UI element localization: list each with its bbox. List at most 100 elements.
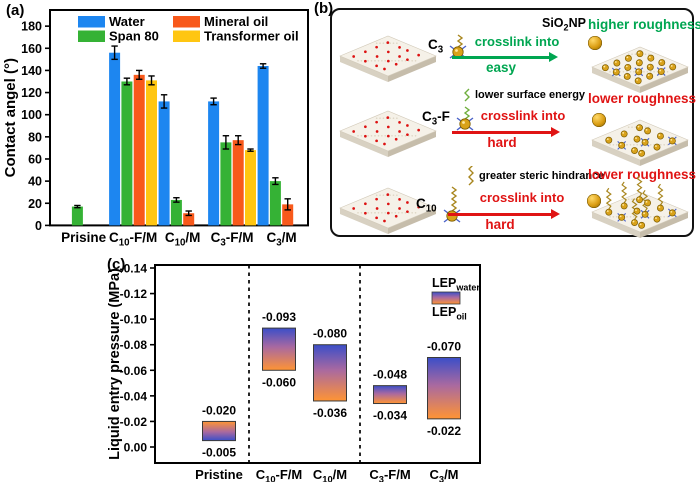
membrane-face	[339, 35, 437, 77]
y-tick-label: 80	[28, 130, 42, 144]
pore-dot	[417, 205, 420, 209]
membrane-side	[592, 140, 640, 166]
x-category-label: Prisine	[61, 230, 107, 245]
pore-dot	[386, 193, 390, 196]
bar-mineral-oil	[232, 140, 244, 226]
membrane-face	[339, 187, 437, 229]
bar-water	[158, 101, 170, 226]
error-bar	[111, 45, 118, 61]
nanoparticle-dot	[624, 63, 632, 71]
pore-dot	[375, 139, 378, 143]
note-text: lower surface energy	[475, 88, 586, 101]
y-tick-label: 0.00	[124, 441, 148, 455]
crosslink-into-label: crosslink into	[479, 190, 565, 205]
easy-label: easy	[485, 60, 517, 75]
panel-c: (c) -0.14 -0.12 -0.10 -0.08 -0.06 -0.04 -0.02 0…	[105, 250, 505, 482]
pore-dot	[364, 202, 367, 206]
y-tick-label: -0.10	[120, 313, 148, 327]
x-category-label: C3-F/M	[369, 467, 410, 482]
bar-water	[109, 52, 121, 226]
nanoparticle-dot	[656, 132, 664, 140]
y-tick-label: -0.02	[120, 415, 148, 429]
pore-dot	[398, 55, 401, 58]
nanoparticle-dot	[644, 127, 652, 135]
nanoparticle-dot	[668, 209, 676, 217]
y-tick-label: -0.12	[120, 287, 148, 301]
np-label-c3f: C3-F	[422, 102, 478, 132]
panel-a-tag: (a)	[6, 2, 25, 19]
legend-label: Water	[109, 14, 145, 29]
pore-dot	[364, 50, 367, 54]
contact-angle-chart: 0 20 40 60 80 100 120 140 160 180 Contact angel (°…	[2, 9, 309, 249]
steric-hindrance-note: greater steric hindrance	[464, 164, 605, 186]
error-bar	[284, 198, 291, 211]
nanoparticle-dot	[618, 213, 626, 221]
bar-mineral-oil	[183, 213, 195, 226]
pore-dot	[398, 121, 401, 124]
pore-dot	[386, 50, 390, 54]
nanoparticle-dot	[644, 199, 652, 207]
lep-top-value: -0.093	[262, 310, 296, 324]
pore-dot	[375, 64, 378, 68]
pore-dot	[394, 137, 398, 141]
nanoparticle-dot	[658, 59, 666, 66]
bar-water	[257, 65, 269, 226]
legend-swatch-water	[78, 16, 105, 28]
np-label-text: C3-F	[422, 108, 450, 128]
nanoparticle-dot	[623, 72, 631, 80]
bar-span-80	[121, 81, 133, 226]
nanoparticle-dot	[668, 137, 676, 145]
membrane-side	[388, 208, 436, 234]
lep-bottom-value: -0.005	[202, 446, 236, 460]
error-bar	[247, 148, 254, 152]
pore-dot	[383, 67, 386, 71]
nanoparticle-dot	[656, 204, 664, 212]
x-category-label: Pristine	[195, 467, 243, 482]
pore-dot	[394, 214, 398, 218]
lower-roughness-label: lower roughness	[588, 91, 697, 106]
pore-dot	[398, 46, 401, 49]
np-label-text: C10	[416, 195, 437, 215]
pore-dot	[375, 130, 379, 133]
pore-dot	[383, 142, 386, 146]
nanoparticle-dot	[636, 50, 644, 58]
pore-dot	[383, 219, 386, 223]
pore-dot	[406, 124, 409, 127]
pore-dot	[386, 116, 390, 119]
x-category-label: C3-F/M	[211, 230, 254, 249]
legend-label: Transformer oil	[204, 29, 299, 44]
bar-transformer-oil	[245, 150, 256, 226]
note-text: greater steric hindrance	[479, 169, 605, 182]
pore-dot	[417, 53, 420, 57]
panel-b-tag: (b)	[314, 0, 334, 17]
pore-dot	[375, 45, 378, 49]
alkyl-chain-icon	[621, 181, 628, 204]
lep-top-value: -0.048	[373, 368, 407, 382]
sio2-sphere-icon	[588, 36, 602, 50]
lep-chart: -0.14-0.12-0.10-0.08-0.06-0.04-0.020.00L…	[107, 262, 481, 482]
error-bar	[210, 97, 217, 106]
membrane-side	[388, 131, 436, 157]
pore-dot	[406, 58, 409, 62]
pore-dot	[364, 134, 367, 138]
lep-bottom-value: -0.034	[373, 409, 407, 423]
membrane-side	[640, 212, 688, 238]
error-bar	[173, 197, 180, 203]
pore-dot	[375, 120, 378, 124]
nanoparticle-dot	[633, 135, 641, 143]
nanoparticle-dot	[618, 141, 626, 149]
membrane-side	[340, 56, 388, 82]
plot-frame	[154, 264, 481, 464]
membrane-face	[591, 46, 689, 88]
lep-bottom-value: -0.022	[427, 424, 461, 438]
crosslink-into-label: crosslink into	[474, 34, 560, 49]
crosslink-schematic-box: C3 SiO2NP crosslink into easy higher rou…	[330, 8, 700, 238]
y-tick-label: -0.14	[120, 262, 148, 276]
pore-dot	[386, 134, 390, 138]
pore-dot	[386, 202, 390, 206]
nanoparticle-dot	[631, 219, 638, 227]
x-category-label: C10-F/M	[256, 467, 303, 482]
alkyl-chain-icon	[605, 187, 612, 210]
y-tick-label: -0.08	[120, 338, 148, 352]
error-bar	[136, 69, 143, 80]
